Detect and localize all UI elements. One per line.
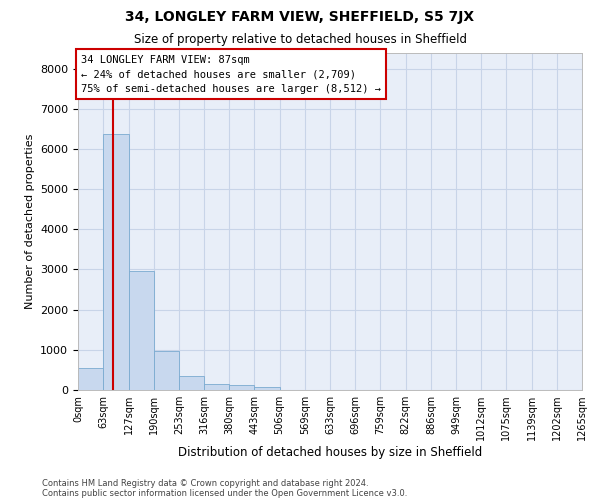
Bar: [179, 376, 204, 390]
X-axis label: Distribution of detached houses by size in Sheffield: Distribution of detached houses by size …: [178, 446, 482, 459]
Text: Size of property relative to detached houses in Sheffield: Size of property relative to detached ho…: [133, 32, 467, 46]
Bar: [103, 134, 128, 390]
Bar: [128, 272, 154, 390]
Y-axis label: Number of detached properties: Number of detached properties: [25, 134, 35, 309]
Text: Contains public sector information licensed under the Open Government Licence v3: Contains public sector information licen…: [42, 488, 407, 498]
Text: Contains HM Land Registry data © Crown copyright and database right 2024.: Contains HM Land Registry data © Crown c…: [42, 478, 368, 488]
Text: 34, LONGLEY FARM VIEW, SHEFFIELD, S5 7JX: 34, LONGLEY FARM VIEW, SHEFFIELD, S5 7JX: [125, 10, 475, 24]
Text: 34 LONGLEY FARM VIEW: 87sqm
← 24% of detached houses are smaller (2,709)
75% of : 34 LONGLEY FARM VIEW: 87sqm ← 24% of det…: [81, 54, 381, 94]
Bar: [204, 384, 229, 390]
Bar: [154, 352, 179, 390]
Bar: [254, 387, 280, 390]
Bar: [229, 386, 254, 390]
Bar: [78, 368, 103, 390]
